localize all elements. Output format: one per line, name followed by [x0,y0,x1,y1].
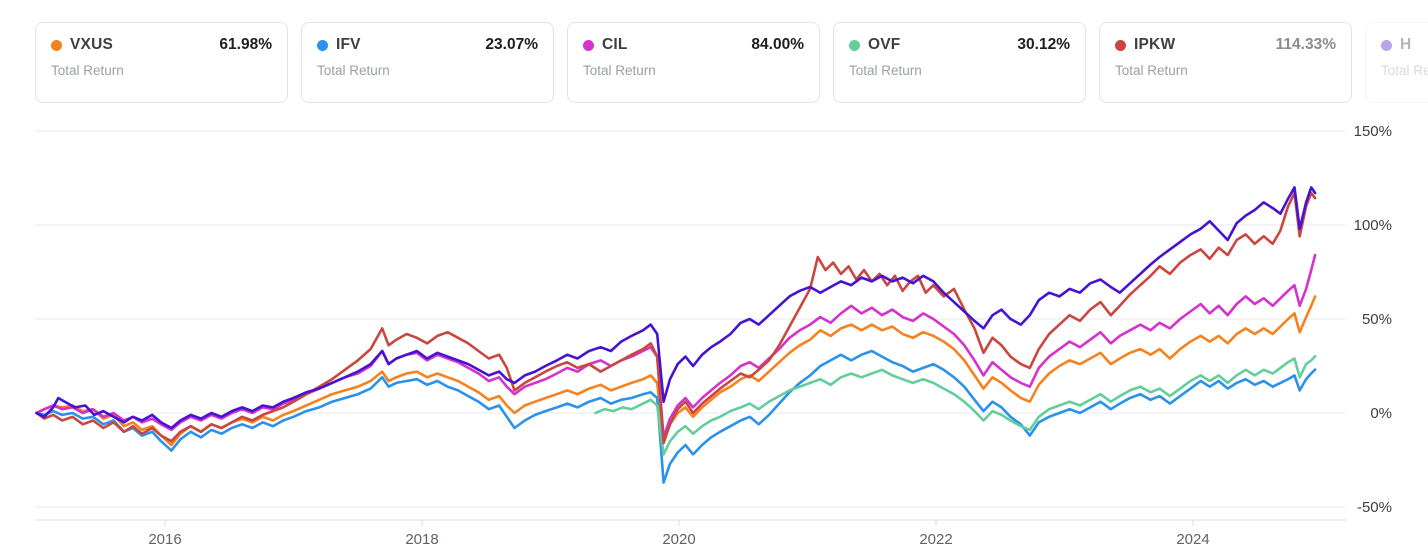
metric-label: Total Return [317,63,390,78]
y-axis-label: 0% [1370,405,1392,422]
return-value: 84.00% [751,36,804,53]
ipkw-color-dot [1115,39,1126,51]
ticker-label: CIL [602,36,628,53]
ticker-label: IFV [336,36,361,53]
x-axis-label: 2018 [405,531,438,548]
series-line-IPKW[interactable] [35,191,1317,445]
legend-card-ovf[interactable]: OVF 30.12% Total Return [833,22,1086,103]
metric-label: Total Return [583,63,656,78]
metric-label: Total Return [1115,63,1188,78]
x-axis-label: 2024 [1176,531,1209,548]
vxus-color-dot [51,39,62,51]
ticker-label: VXUS [70,36,114,53]
ticker-label: IPKW [1134,36,1176,53]
x-axis-label: 2020 [662,531,695,548]
x-axis-label: 2022 [919,531,952,548]
cil-color-dot [583,39,594,51]
y-axis-label: 50% [1362,311,1392,328]
return-value: 30.12% [1017,36,1070,53]
legend-card-cil[interactable]: CIL 84.00% Total Return [567,22,820,103]
series-line-H[interactable] [35,186,1317,430]
legend-card-vxus[interactable]: VXUS 61.98% Total Return [35,22,288,103]
ticker-label: H [1400,36,1412,53]
series-line-OVF[interactable] [594,355,1317,456]
return-value: 61.98% [219,36,272,53]
x-axis-label: 2016 [148,531,181,548]
metric-label: Total Return [1381,63,1428,78]
ifv-color-dot [317,39,328,51]
legend-card-clipped[interactable]: H Total Return [1365,22,1428,103]
series-line-VXUS[interactable] [35,295,1317,447]
y-axis-label: 150% [1354,123,1392,140]
ticker-label: OVF [868,36,901,53]
ovf-color-dot [849,39,860,51]
legend-cards-row: VXUS 61.98% Total Return IFV 23.07% Tota… [35,22,1428,103]
return-value: 23.07% [485,36,538,53]
y-axis-label: -50% [1357,499,1392,516]
clipped-series-color-dot [1381,39,1392,51]
y-axis-label: 100% [1354,217,1392,234]
metric-label: Total Return [51,63,124,78]
series-line-IFV[interactable] [35,349,1317,484]
legend-card-ifv[interactable]: IFV 23.07% Total Return [301,22,554,103]
metric-label: Total Return [849,63,922,78]
return-value: 114.33% [1275,36,1336,53]
series-line-CIL[interactable] [35,253,1317,439]
legend-card-ipkw[interactable]: IPKW 114.33% Total Return [1099,22,1352,103]
